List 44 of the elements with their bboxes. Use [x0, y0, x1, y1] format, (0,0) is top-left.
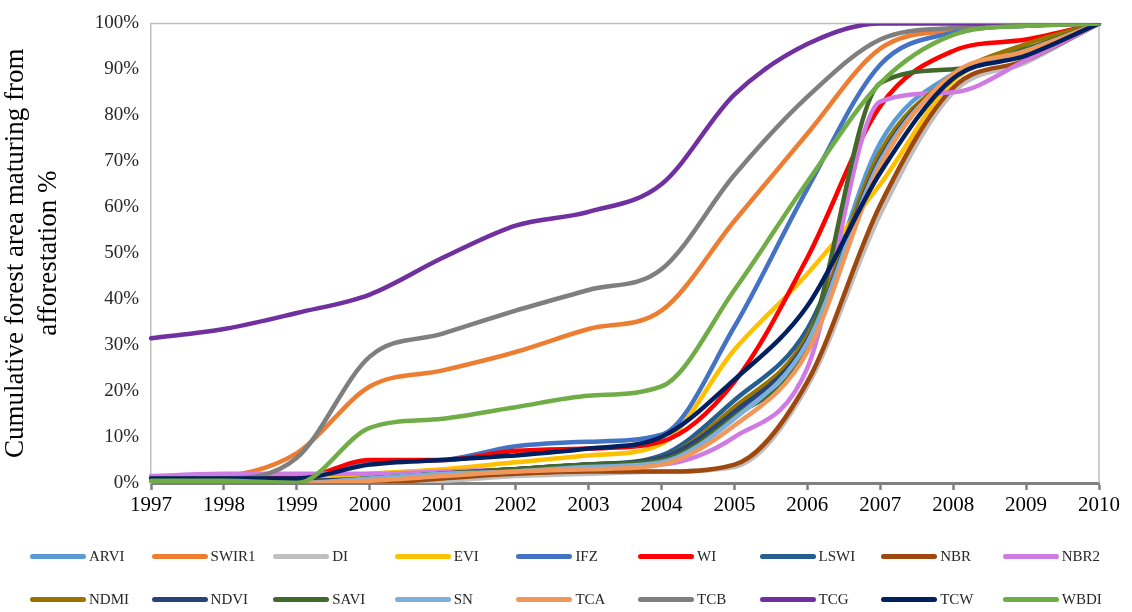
legend-label: NDVI	[210, 591, 249, 608]
y-tick-label: 0%	[113, 470, 140, 492]
y-tick-label: 70%	[104, 149, 140, 171]
x-tick-label: 2010	[1078, 492, 1120, 517]
legend-label: NDMI	[89, 591, 129, 608]
x-tick-label: 2000	[348, 492, 391, 517]
legend-label: WI	[696, 548, 717, 565]
legend-label: TCB	[696, 591, 727, 608]
legend-label: LSWI	[818, 548, 856, 565]
y-tick-label: 20%	[104, 379, 140, 401]
legend-label: EVI	[453, 548, 479, 565]
legend-label: SAVI	[332, 591, 366, 608]
legend-label: WBDI	[1061, 591, 1102, 608]
x-tick-label: 1998	[202, 492, 245, 517]
legend-label: TCG	[818, 591, 849, 608]
x-tick-label: 2007	[859, 492, 902, 517]
legend-label: ARVI	[89, 548, 125, 565]
legend-label: NBR2	[1061, 548, 1101, 565]
legend-label: IFZ	[575, 548, 598, 565]
y-tick-label: 80%	[104, 103, 140, 125]
y-tick-label: 100%	[94, 11, 140, 33]
x-tick-label: 2001	[421, 492, 464, 517]
x-tick-label: 2003	[567, 492, 610, 517]
y-axis-title: Cumulative forest area maturing from afforestation %	[0, 48, 62, 458]
x-tick-label: 2004	[640, 492, 683, 517]
legend-label: SWIR1	[210, 548, 256, 565]
legend-label: NBR	[940, 548, 971, 565]
x-tick-label: 2005	[713, 492, 756, 517]
y-tick-label: 30%	[104, 333, 140, 355]
legend-label: DI	[332, 548, 349, 565]
legend-label: SN	[453, 591, 473, 608]
x-tick-label: 2008	[932, 492, 975, 517]
x-tick-label: 2002	[494, 492, 537, 517]
x-tick-label: 1997	[130, 492, 172, 517]
y-tick-label: 50%	[104, 241, 140, 263]
legend-label: TCW	[940, 591, 974, 608]
y-tick-label: 10%	[104, 425, 140, 447]
x-tick-label: 2009	[1005, 492, 1048, 517]
y-tick-label: 90%	[104, 57, 140, 79]
x-tick-label: 2006	[786, 492, 829, 517]
y-tick-label: 40%	[104, 287, 140, 309]
y-tick-label: 60%	[104, 195, 140, 217]
legend-label: TCA	[575, 591, 606, 608]
x-tick-label: 1999	[275, 492, 318, 517]
